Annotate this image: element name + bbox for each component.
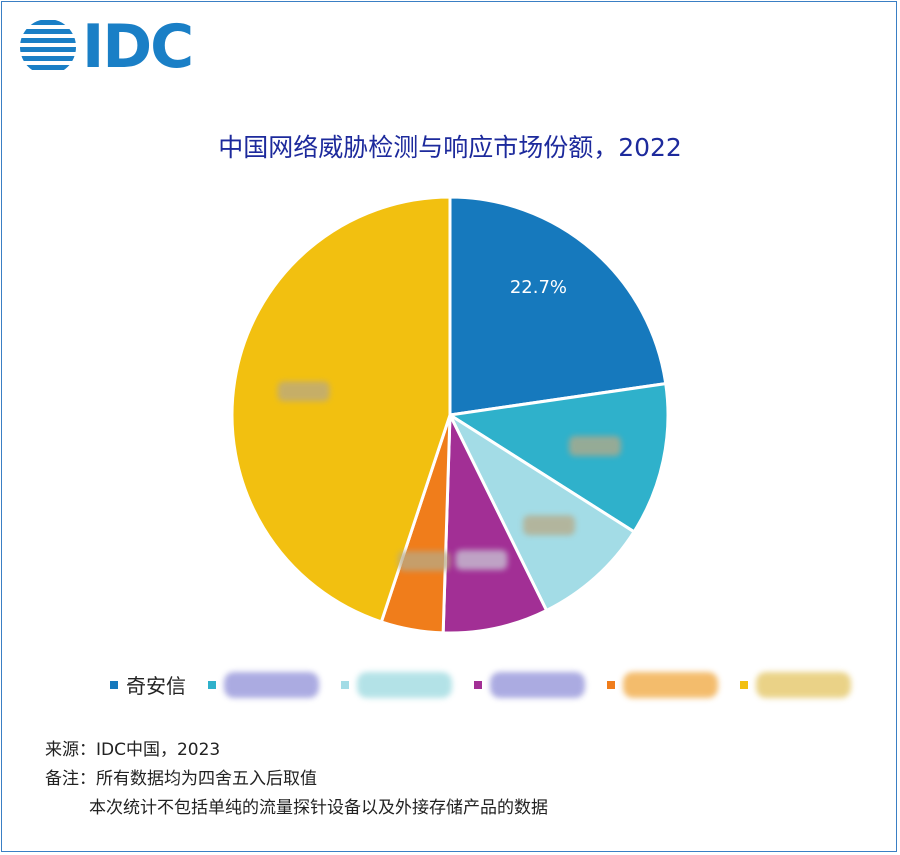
idc-logo: IDC bbox=[18, 12, 194, 82]
pie-slice-3 bbox=[441, 414, 549, 635]
legend-label: 奇安信 bbox=[126, 674, 186, 698]
legend-swatch bbox=[341, 680, 349, 689]
slice-label-redacted-5 bbox=[277, 381, 330, 402]
slice-label-redacted-3 bbox=[455, 549, 508, 570]
legend-swatch bbox=[740, 680, 748, 689]
pie-chart: 22.7% bbox=[230, 195, 670, 635]
legend-swatch bbox=[607, 680, 615, 689]
pie-slice-1 bbox=[445, 381, 670, 534]
legend-label-redacted bbox=[756, 671, 851, 698]
chart-title: 中国网络威胁检测与响应市场份额，2022 bbox=[218, 133, 682, 162]
legend-swatch bbox=[208, 680, 216, 689]
legend-item-0: 奇安信 bbox=[110, 670, 186, 699]
legend-label-redacted bbox=[357, 671, 452, 698]
legend-swatch bbox=[474, 680, 482, 689]
chart-legend: 奇安信 bbox=[110, 670, 873, 699]
legend-label-redacted bbox=[224, 671, 319, 698]
legend-item-3 bbox=[474, 671, 585, 698]
pie-slice-5 bbox=[230, 195, 452, 624]
legend-swatch bbox=[110, 680, 118, 689]
legend-item-1 bbox=[208, 671, 319, 698]
legend-label-redacted bbox=[623, 671, 718, 698]
pie-slice-2 bbox=[446, 410, 637, 613]
source-note: 来源：IDC中国，2023 bbox=[45, 740, 221, 760]
legend-item-4 bbox=[607, 671, 718, 698]
pie-slice-0 bbox=[448, 195, 668, 417]
legend-item-2 bbox=[341, 671, 452, 698]
slice-label-redacted-2 bbox=[523, 515, 576, 536]
remark-note: 备注：所有数据均为四舍五入后取值 bbox=[45, 769, 317, 789]
slice-label-redacted-1 bbox=[568, 435, 621, 456]
chart-notes: 来源：IDC中国，2023 备注：所有数据均为四舍五入后取值 本次统计不包括单纯… bbox=[45, 736, 548, 823]
slice-value-label-0: 22.7% bbox=[510, 277, 567, 298]
legend-item-5 bbox=[740, 671, 851, 698]
slice-label-redacted-4 bbox=[398, 550, 451, 571]
globe-logo-icon bbox=[20, 20, 76, 70]
remark-note-2: 本次统计不包括单纯的流量探针设备以及外接存储产品的数据 bbox=[89, 798, 548, 818]
legend-label-redacted bbox=[490, 671, 585, 698]
logo-text: IDC bbox=[82, 12, 194, 82]
